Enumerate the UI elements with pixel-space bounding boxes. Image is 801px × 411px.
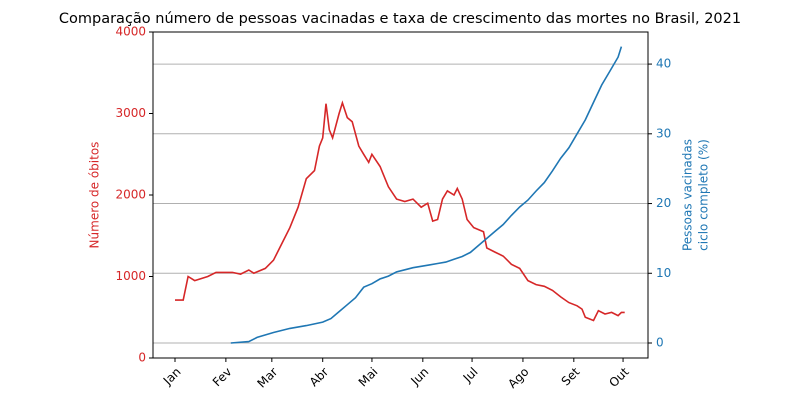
plot-frame bbox=[152, 31, 649, 359]
y2-tick-label: 30 bbox=[656, 126, 671, 140]
series-line bbox=[175, 100, 625, 322]
y2-tick-label: 10 bbox=[656, 266, 671, 280]
y2-axis-label: Pessoas vacinadas bbox=[681, 139, 695, 251]
y-tick-label: 1000 bbox=[115, 269, 146, 283]
y-tick-label: 3000 bbox=[115, 106, 146, 120]
y2-tick-label: 40 bbox=[656, 57, 671, 71]
y-tick-label: 0 bbox=[138, 351, 146, 365]
y2-axis-label: ciclo completo (%) bbox=[697, 139, 711, 251]
y-axis-label: Número de óbitos bbox=[88, 142, 102, 249]
chart-title: Comparação número de pessoas vacinadas e… bbox=[59, 11, 741, 27]
y-tick-label: 2000 bbox=[115, 188, 146, 202]
series-line bbox=[230, 46, 623, 344]
y2-tick-label: 0 bbox=[656, 336, 664, 350]
y-tick-label: 4000 bbox=[115, 25, 146, 39]
y2-tick-label: 20 bbox=[656, 196, 671, 210]
